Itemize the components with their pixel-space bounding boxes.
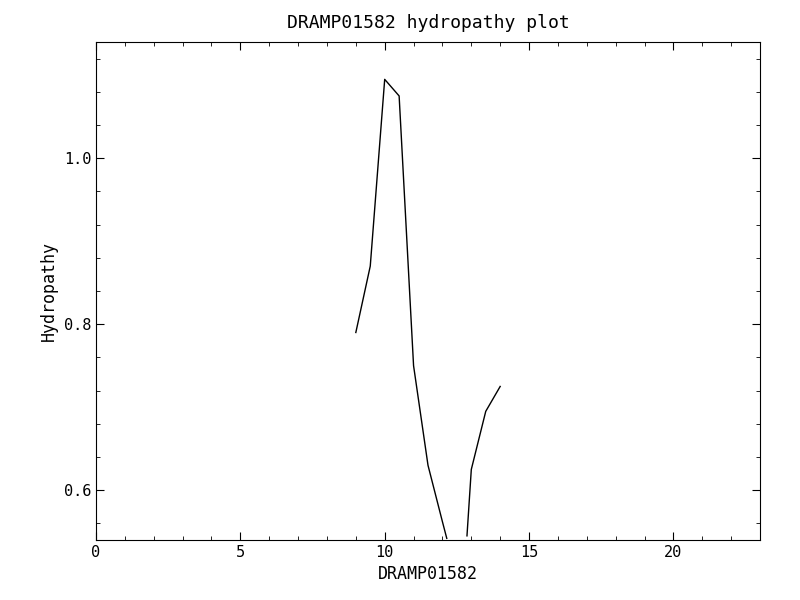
Title: DRAMP01582 hydropathy plot: DRAMP01582 hydropathy plot [286, 14, 570, 32]
Y-axis label: Hydropathy: Hydropathy [40, 241, 58, 341]
X-axis label: DRAMP01582: DRAMP01582 [378, 565, 478, 583]
